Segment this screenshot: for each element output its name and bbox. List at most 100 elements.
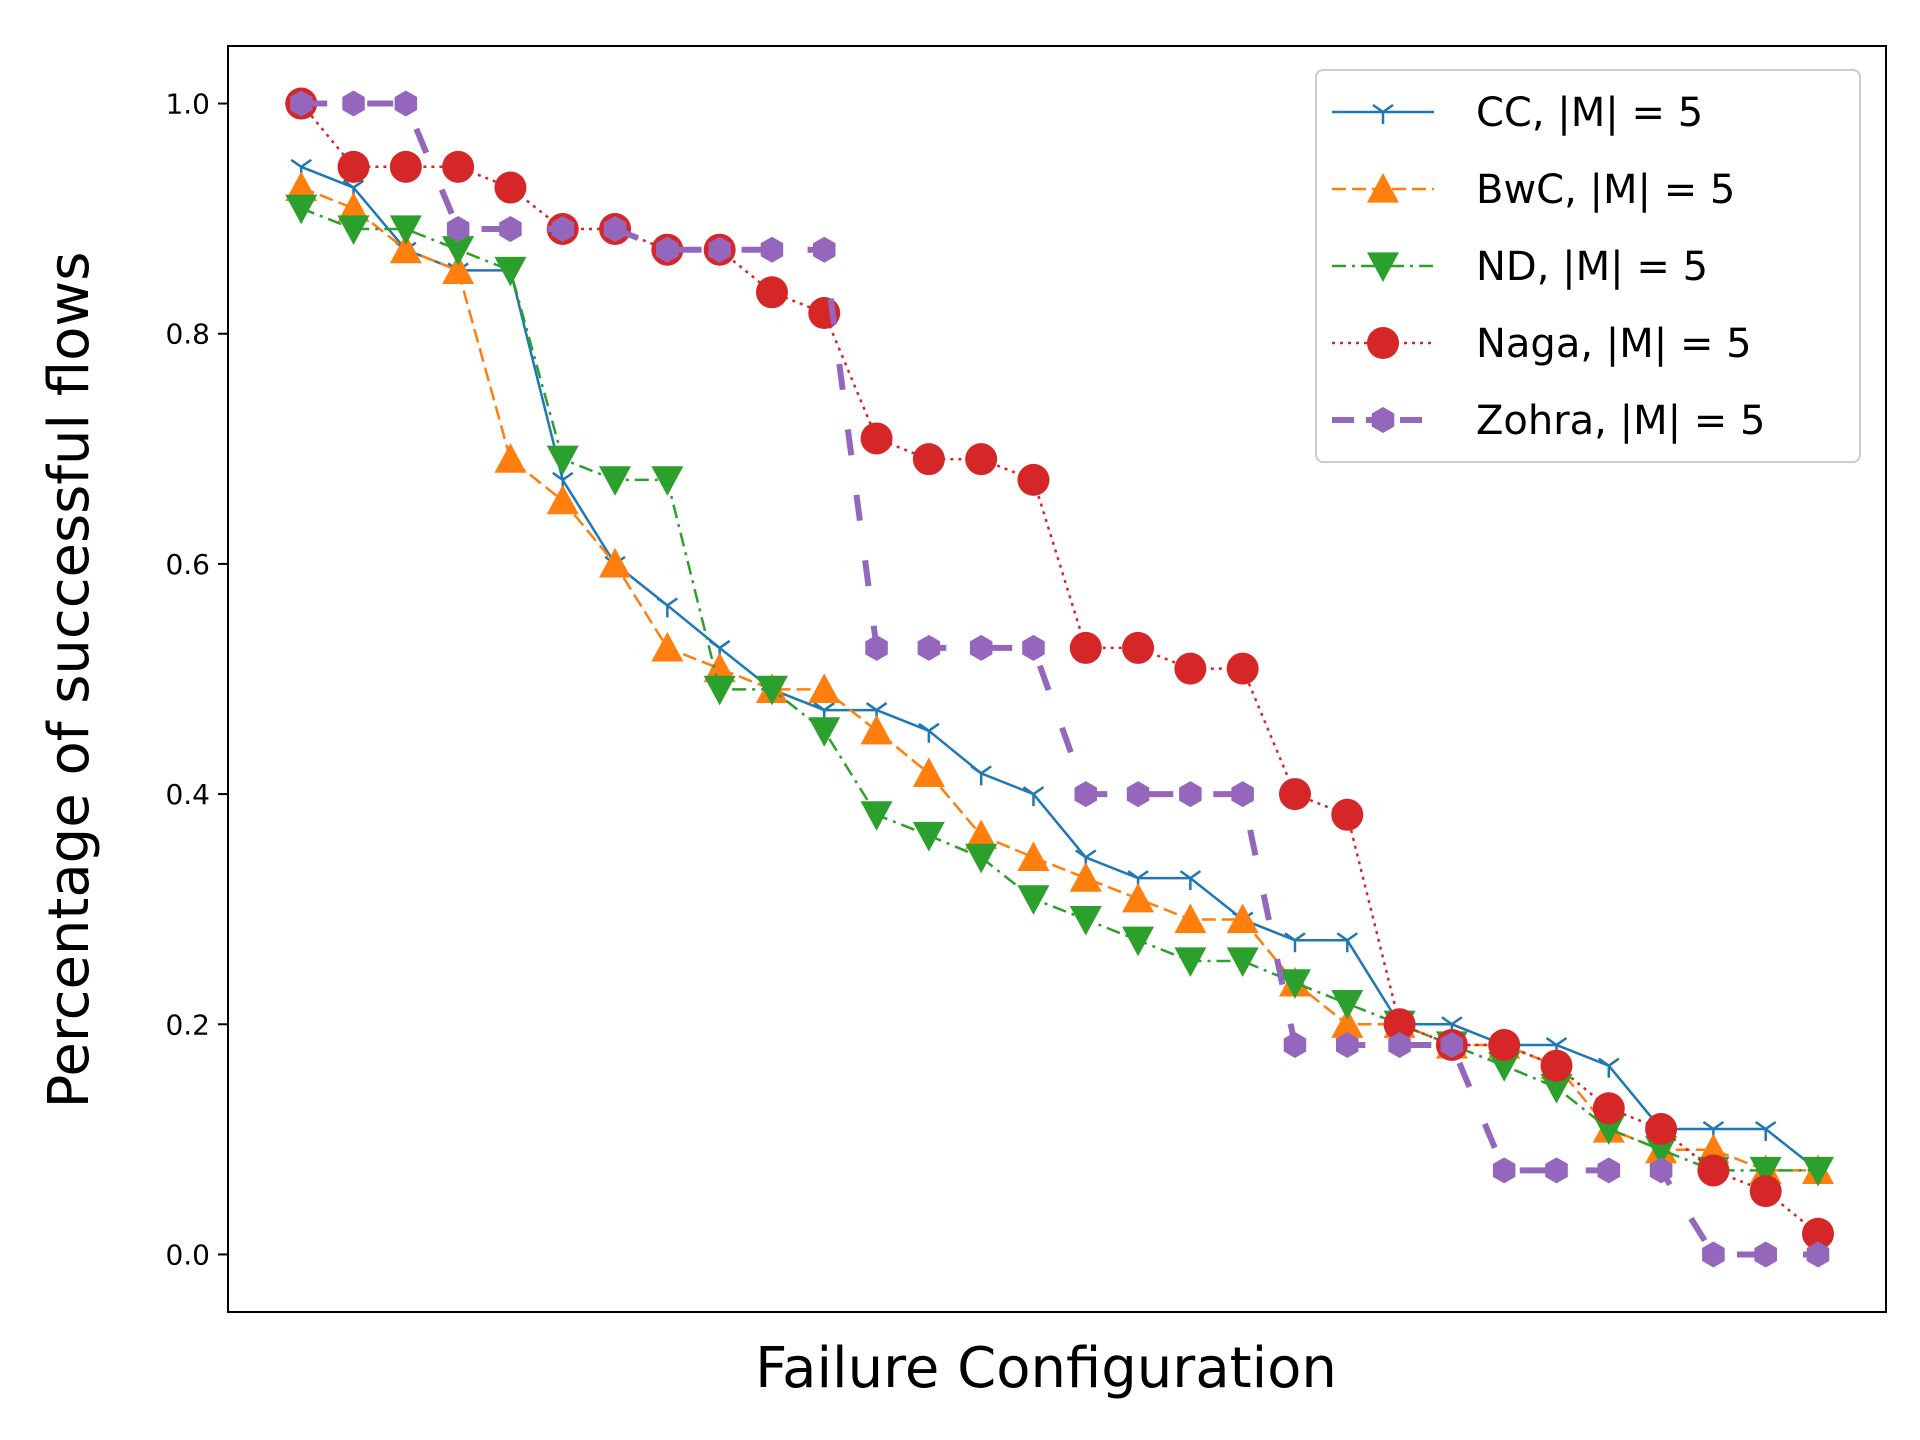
- legend-entry: BwC, |M| = 5: [1332, 167, 1735, 213]
- data-point: [337, 150, 370, 183]
- data-point: [1122, 882, 1155, 913]
- series-4: [290, 90, 1830, 1268]
- legend-marker: [1367, 327, 1399, 359]
- data-point: [912, 443, 945, 476]
- data-point: [1017, 841, 1050, 871]
- y-tick-label: 0.4: [165, 778, 210, 811]
- data-point: [499, 216, 522, 242]
- data-point: [917, 634, 941, 661]
- data-point: [703, 675, 736, 706]
- data-point: [389, 233, 422, 264]
- data-point: [285, 194, 318, 225]
- data-point: [599, 466, 632, 496]
- data-point: [912, 821, 945, 852]
- data-point: [1122, 926, 1155, 957]
- data-point: [337, 192, 370, 222]
- data-point: [394, 90, 418, 117]
- data-point: [1697, 1154, 1730, 1187]
- data-point: [442, 150, 475, 183]
- y-tick-label: 0.0: [165, 1238, 210, 1271]
- legend-frame: [1315, 69, 1861, 463]
- data-point: [808, 717, 841, 747]
- y-tick-label: 0.6: [165, 548, 210, 581]
- data-point: [1806, 1241, 1830, 1268]
- data-point: [546, 484, 579, 515]
- data-point: [494, 256, 527, 287]
- data-point: [813, 236, 836, 263]
- data-point: [860, 422, 893, 455]
- legend-marker: [1371, 407, 1395, 433]
- data-point: [389, 215, 422, 245]
- data-point: [755, 276, 788, 309]
- data-point: [1022, 786, 1045, 807]
- data-point: [442, 236, 475, 266]
- data-point: [603, 216, 627, 242]
- data-point: [546, 445, 579, 476]
- series-line: [300, 207, 1818, 1172]
- data-point: [1226, 652, 1259, 685]
- data-point: [1597, 1157, 1621, 1184]
- legend-label: Zohra, |M| = 5: [1476, 398, 1765, 444]
- data-point: [1331, 989, 1364, 1020]
- data-point: [1069, 905, 1102, 936]
- data-point: [1179, 870, 1202, 891]
- y-tick-label: 1.0: [165, 88, 210, 121]
- legend-label: BwC, |M| = 5: [1476, 167, 1735, 213]
- legend-marker: [1367, 173, 1399, 203]
- data-point: [656, 597, 679, 618]
- legend-label: CC, |M| = 5: [1476, 90, 1703, 136]
- data-point: [1174, 947, 1207, 977]
- data-point: [760, 236, 784, 263]
- axes-frame: [227, 45, 1887, 1313]
- data-point: [1488, 1052, 1521, 1082]
- data-point: [494, 171, 527, 204]
- data-point: [1231, 781, 1254, 808]
- y-tick-label: 0.8: [165, 318, 210, 351]
- data-point: [1545, 1157, 1568, 1184]
- data-point: [342, 90, 365, 117]
- data-point: [1069, 631, 1102, 664]
- data-point: [656, 236, 679, 263]
- data-point: [1174, 903, 1207, 934]
- legend: CC, |M| = 5 BwC, |M| = 5 ND, |M| = 5 Naga, …: [1315, 69, 1861, 463]
- data-point: [1592, 1092, 1625, 1125]
- y-axis-title: Percentage of successful flows: [37, 252, 102, 1109]
- data-point: [389, 150, 422, 183]
- data-point: [1017, 463, 1050, 496]
- data-point: [1388, 1032, 1411, 1058]
- data-point: [1802, 1156, 1835, 1187]
- legend-label: Naga, |M| = 5: [1476, 321, 1752, 367]
- data-point: [1440, 1032, 1464, 1058]
- series-2: [285, 194, 1835, 1187]
- legend-entry: Zohra, |M| = 5: [1332, 398, 1765, 444]
- data-point: [1336, 1032, 1359, 1058]
- data-point: [1278, 969, 1311, 999]
- legend-entry: Naga, |M| = 5: [1332, 321, 1752, 367]
- data-point: [651, 466, 684, 496]
- legend-label: ND, |M| = 5: [1476, 244, 1708, 290]
- data-point: [965, 843, 998, 874]
- data-point: [494, 443, 527, 473]
- data-point: [1697, 1133, 1730, 1164]
- data-point: [1284, 932, 1306, 953]
- x-axis-title: Failure Configuration: [755, 1336, 1337, 1401]
- data-point: [1017, 885, 1050, 915]
- data-point: [1592, 1115, 1625, 1146]
- data-point: [1336, 932, 1358, 953]
- data-point: [1226, 903, 1259, 934]
- data-point: [1126, 781, 1150, 808]
- series-line: [300, 165, 1819, 1172]
- data-point: [1645, 1113, 1678, 1146]
- data-point: [1488, 1028, 1521, 1061]
- data-point: [651, 631, 684, 662]
- data-point: [860, 714, 893, 745]
- data-point: [337, 215, 370, 245]
- data-point: [1802, 1217, 1835, 1250]
- legend-entry: CC, |M| = 5: [1332, 90, 1703, 136]
- y-tick-label: 0.2: [165, 1008, 210, 1041]
- legend-marker: [1367, 252, 1399, 282]
- data-point: [551, 216, 574, 242]
- data-point: [1122, 631, 1155, 664]
- data-point: [1754, 1241, 1777, 1268]
